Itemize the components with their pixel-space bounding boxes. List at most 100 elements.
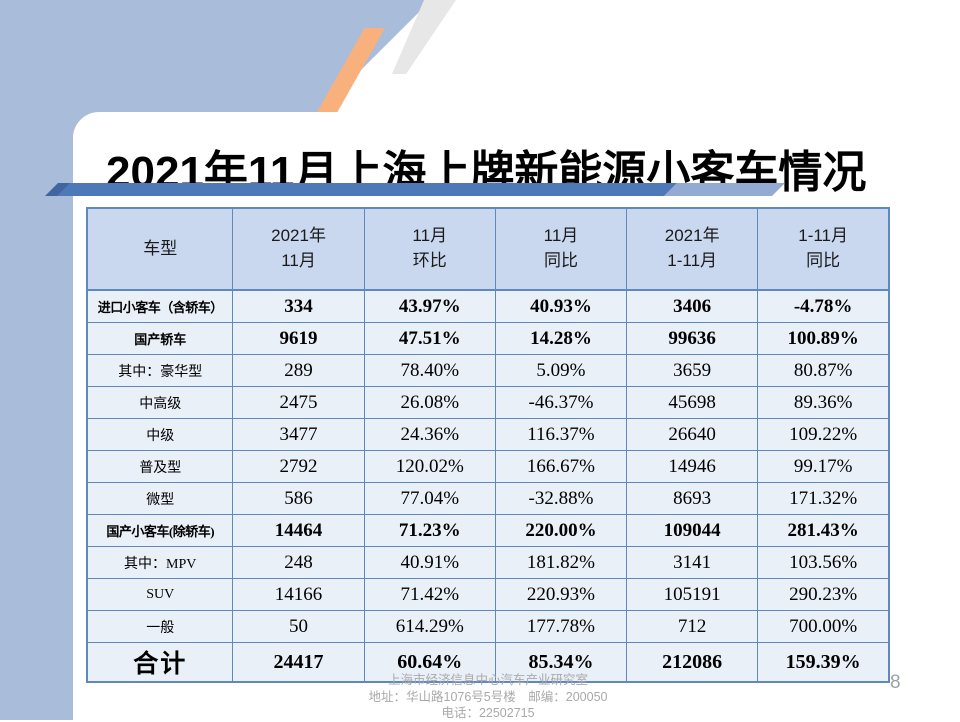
header-row: 车型 2021年 11月 11月 环比 11月 同比 2021年 1-11月 1-11月 同比 xyxy=(86,207,890,291)
table-row: SUV 14166 71.42% 220.93% 105191 290.23% xyxy=(86,578,890,611)
footer-address: 地址：华山路1076号5号楼 邮编：200050 xyxy=(368,689,608,704)
cell-value: 26.08% xyxy=(363,386,496,419)
cell-value: 712 xyxy=(626,610,759,643)
cell-value: 14166 xyxy=(232,578,365,611)
cell-value: 43.97% xyxy=(363,289,496,323)
cell-value: 166.67% xyxy=(494,450,628,483)
row-label: 中高级 xyxy=(86,386,234,419)
cell-value: 3406 xyxy=(626,289,759,323)
table-row: 其中：MPV 248 40.91% 181.82% 3141 103.56% xyxy=(86,546,890,579)
cell-value: 80.87% xyxy=(757,354,890,387)
table-row: 国产轿车 9619 47.51% 14.28% 99636 100.89% xyxy=(86,322,890,355)
cell-value: 14946 xyxy=(626,450,759,483)
cell-value: 71.42% xyxy=(363,578,496,611)
cell-value: 103.56% xyxy=(757,546,890,579)
column-header: 11月 环比 xyxy=(363,207,496,291)
cell-value: 85.34% xyxy=(494,642,628,683)
row-label: 国产轿车 xyxy=(86,322,234,355)
row-label: 其中：豪华型 xyxy=(86,354,234,387)
row-label: 进口小客车（含轿车） xyxy=(86,289,234,323)
row-label: 其中：MPV xyxy=(86,546,234,579)
footer: 上海市经济信息中心汽车产业研究室 地址：华山路1076号5号楼 邮编：20005… xyxy=(86,672,890,722)
row-label: 国产小客车(除轿车) xyxy=(86,514,234,547)
cell-value: 89.36% xyxy=(757,386,890,419)
footer-phone: 电话：22502715 xyxy=(441,706,535,720)
cell-value: 212086 xyxy=(626,642,759,683)
table-row: 普及型 2792 120.02% 166.67% 14946 99.17% xyxy=(86,450,890,483)
cell-value: 105191 xyxy=(626,578,759,611)
cell-value: 120.02% xyxy=(363,450,496,483)
cell-value: 71.23% xyxy=(363,514,496,547)
title-underline-bar xyxy=(57,183,677,196)
cell-value: -46.37% xyxy=(494,386,628,419)
data-table: 车型 2021年 11月 11月 环比 11月 同比 2021年 1-11月 1-11月 同比 进口… xyxy=(86,207,890,683)
cell-value: 77.04% xyxy=(363,482,496,515)
table-row: 其中：豪华型 289 78.40% 5.09% 3659 80.87% xyxy=(86,354,890,387)
cell-value: 586 xyxy=(232,482,365,515)
row-label: 合计 xyxy=(86,642,234,683)
table-body: 进口小客车（含轿车） 334 43.97% 40.93% 3406 -4.78% 国产轿车 9… xyxy=(86,289,890,683)
cell-value: 14.28% xyxy=(494,322,628,355)
table-row: 中高级 2475 26.08% -46.37% 45698 89.36% xyxy=(86,386,890,419)
column-header: 车型 xyxy=(86,207,234,291)
cell-value: 248 xyxy=(232,546,365,579)
cell-value: 24417 xyxy=(232,642,365,683)
table-row: 进口小客车（含轿车） 334 43.97% 40.93% 3406 -4.78% xyxy=(86,289,890,323)
row-label: 中级 xyxy=(86,418,234,451)
cell-value: 40.93% xyxy=(494,289,628,323)
cell-value: 614.29% xyxy=(363,610,496,643)
cell-value: 220.93% xyxy=(494,578,628,611)
row-label: 微型 xyxy=(86,482,234,515)
cell-value: 60.64% xyxy=(363,642,496,683)
cell-value: 99.17% xyxy=(757,450,890,483)
table-row: 中级 3477 24.36% 116.37% 26640 109.22% xyxy=(86,418,890,451)
cell-value: 220.00% xyxy=(494,514,628,547)
footer-org: 上海市经济信息中心汽车产业研究室 xyxy=(387,673,588,687)
column-header: 11月 同比 xyxy=(494,207,628,291)
cell-value: 2475 xyxy=(232,386,365,419)
cell-value: 3141 xyxy=(626,546,759,579)
row-label: 一般 xyxy=(86,610,234,643)
column-header: 2021年 11月 xyxy=(232,207,365,291)
row-label: SUV xyxy=(86,578,234,611)
table-row: 一般 50 614.29% 177.78% 712 700.00% xyxy=(86,610,890,643)
column-header: 1-11月 同比 xyxy=(757,207,890,291)
title-underline-light xyxy=(664,183,785,196)
cell-value: 40.91% xyxy=(363,546,496,579)
cell-value: 290.23% xyxy=(757,578,890,611)
cell-value: 181.82% xyxy=(494,546,628,579)
row-label: 普及型 xyxy=(86,450,234,483)
cell-value: 99636 xyxy=(626,322,759,355)
table-row: 国产小客车(除轿车) 14464 71.23% 220.00% 109044 281.43… xyxy=(86,514,890,547)
cell-value: 2792 xyxy=(232,450,365,483)
cell-value: 334 xyxy=(232,289,365,323)
cell-value: 14464 xyxy=(232,514,365,547)
column-header: 2021年 1-11月 xyxy=(626,207,759,291)
table-row: 合计 24417 60.64% 85.34% 212086 159.39% xyxy=(86,642,890,683)
cell-value: 700.00% xyxy=(757,610,890,643)
cell-value: 8693 xyxy=(626,482,759,515)
cell-value: 45698 xyxy=(626,386,759,419)
cell-value: 3659 xyxy=(626,354,759,387)
cell-value: 281.43% xyxy=(757,514,890,547)
cell-value: 3477 xyxy=(232,418,365,451)
cell-value: 289 xyxy=(232,354,365,387)
cell-value: 9619 xyxy=(232,322,365,355)
page-number: 8 xyxy=(890,672,901,693)
cell-value: 159.39% xyxy=(757,642,890,683)
cell-value: 47.51% xyxy=(363,322,496,355)
cell-value: 26640 xyxy=(626,418,759,451)
cell-value: 50 xyxy=(232,610,365,643)
cell-value: 171.32% xyxy=(757,482,890,515)
cell-value: 100.89% xyxy=(757,322,890,355)
table-row: 微型 586 77.04% -32.88% 8693 171.32% xyxy=(86,482,890,515)
cell-value: 109.22% xyxy=(757,418,890,451)
cell-value: 116.37% xyxy=(494,418,628,451)
cell-value: 177.78% xyxy=(494,610,628,643)
cell-value: 109044 xyxy=(626,514,759,547)
cell-value: 78.40% xyxy=(363,354,496,387)
cell-value: 24.36% xyxy=(363,418,496,451)
cell-value: 5.09% xyxy=(494,354,628,387)
cell-value: -32.88% xyxy=(494,482,628,515)
cell-value: -4.78% xyxy=(757,289,890,323)
